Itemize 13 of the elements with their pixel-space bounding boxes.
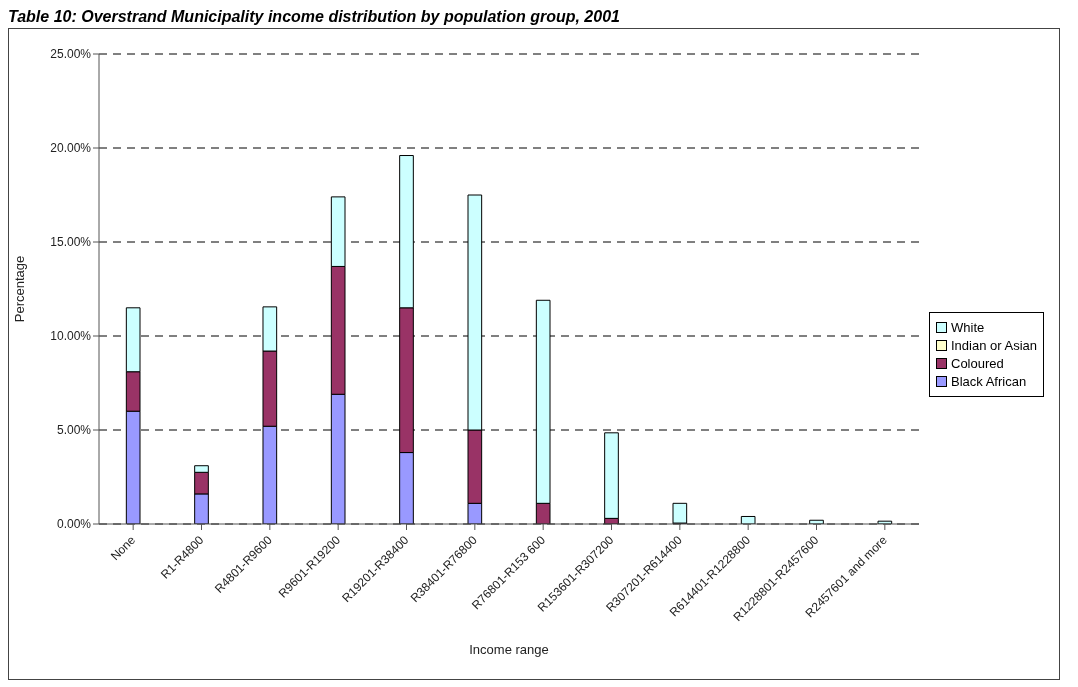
legend-label: Black African (951, 373, 1027, 389)
y-axis-title: Percentage (11, 255, 27, 323)
y-tick-label: 0.00% (56, 517, 92, 532)
legend-label: White (951, 319, 985, 335)
y-tick-label: 15.00% (50, 235, 92, 250)
y-tick-label: 25.00% (50, 47, 92, 62)
legend-label: Coloured (951, 355, 1004, 371)
y-tick-label: 20.00% (50, 141, 92, 156)
legend-label: Indian or Asian (951, 337, 1038, 353)
x-axis-title: Income range (469, 642, 549, 657)
y-tick-label: 10.00% (50, 329, 92, 344)
chart-title: Table 10: Overstrand Municipality income distribution by population group, 2001 (8, 8, 621, 27)
y-tick-label: 5.00% (56, 423, 92, 438)
